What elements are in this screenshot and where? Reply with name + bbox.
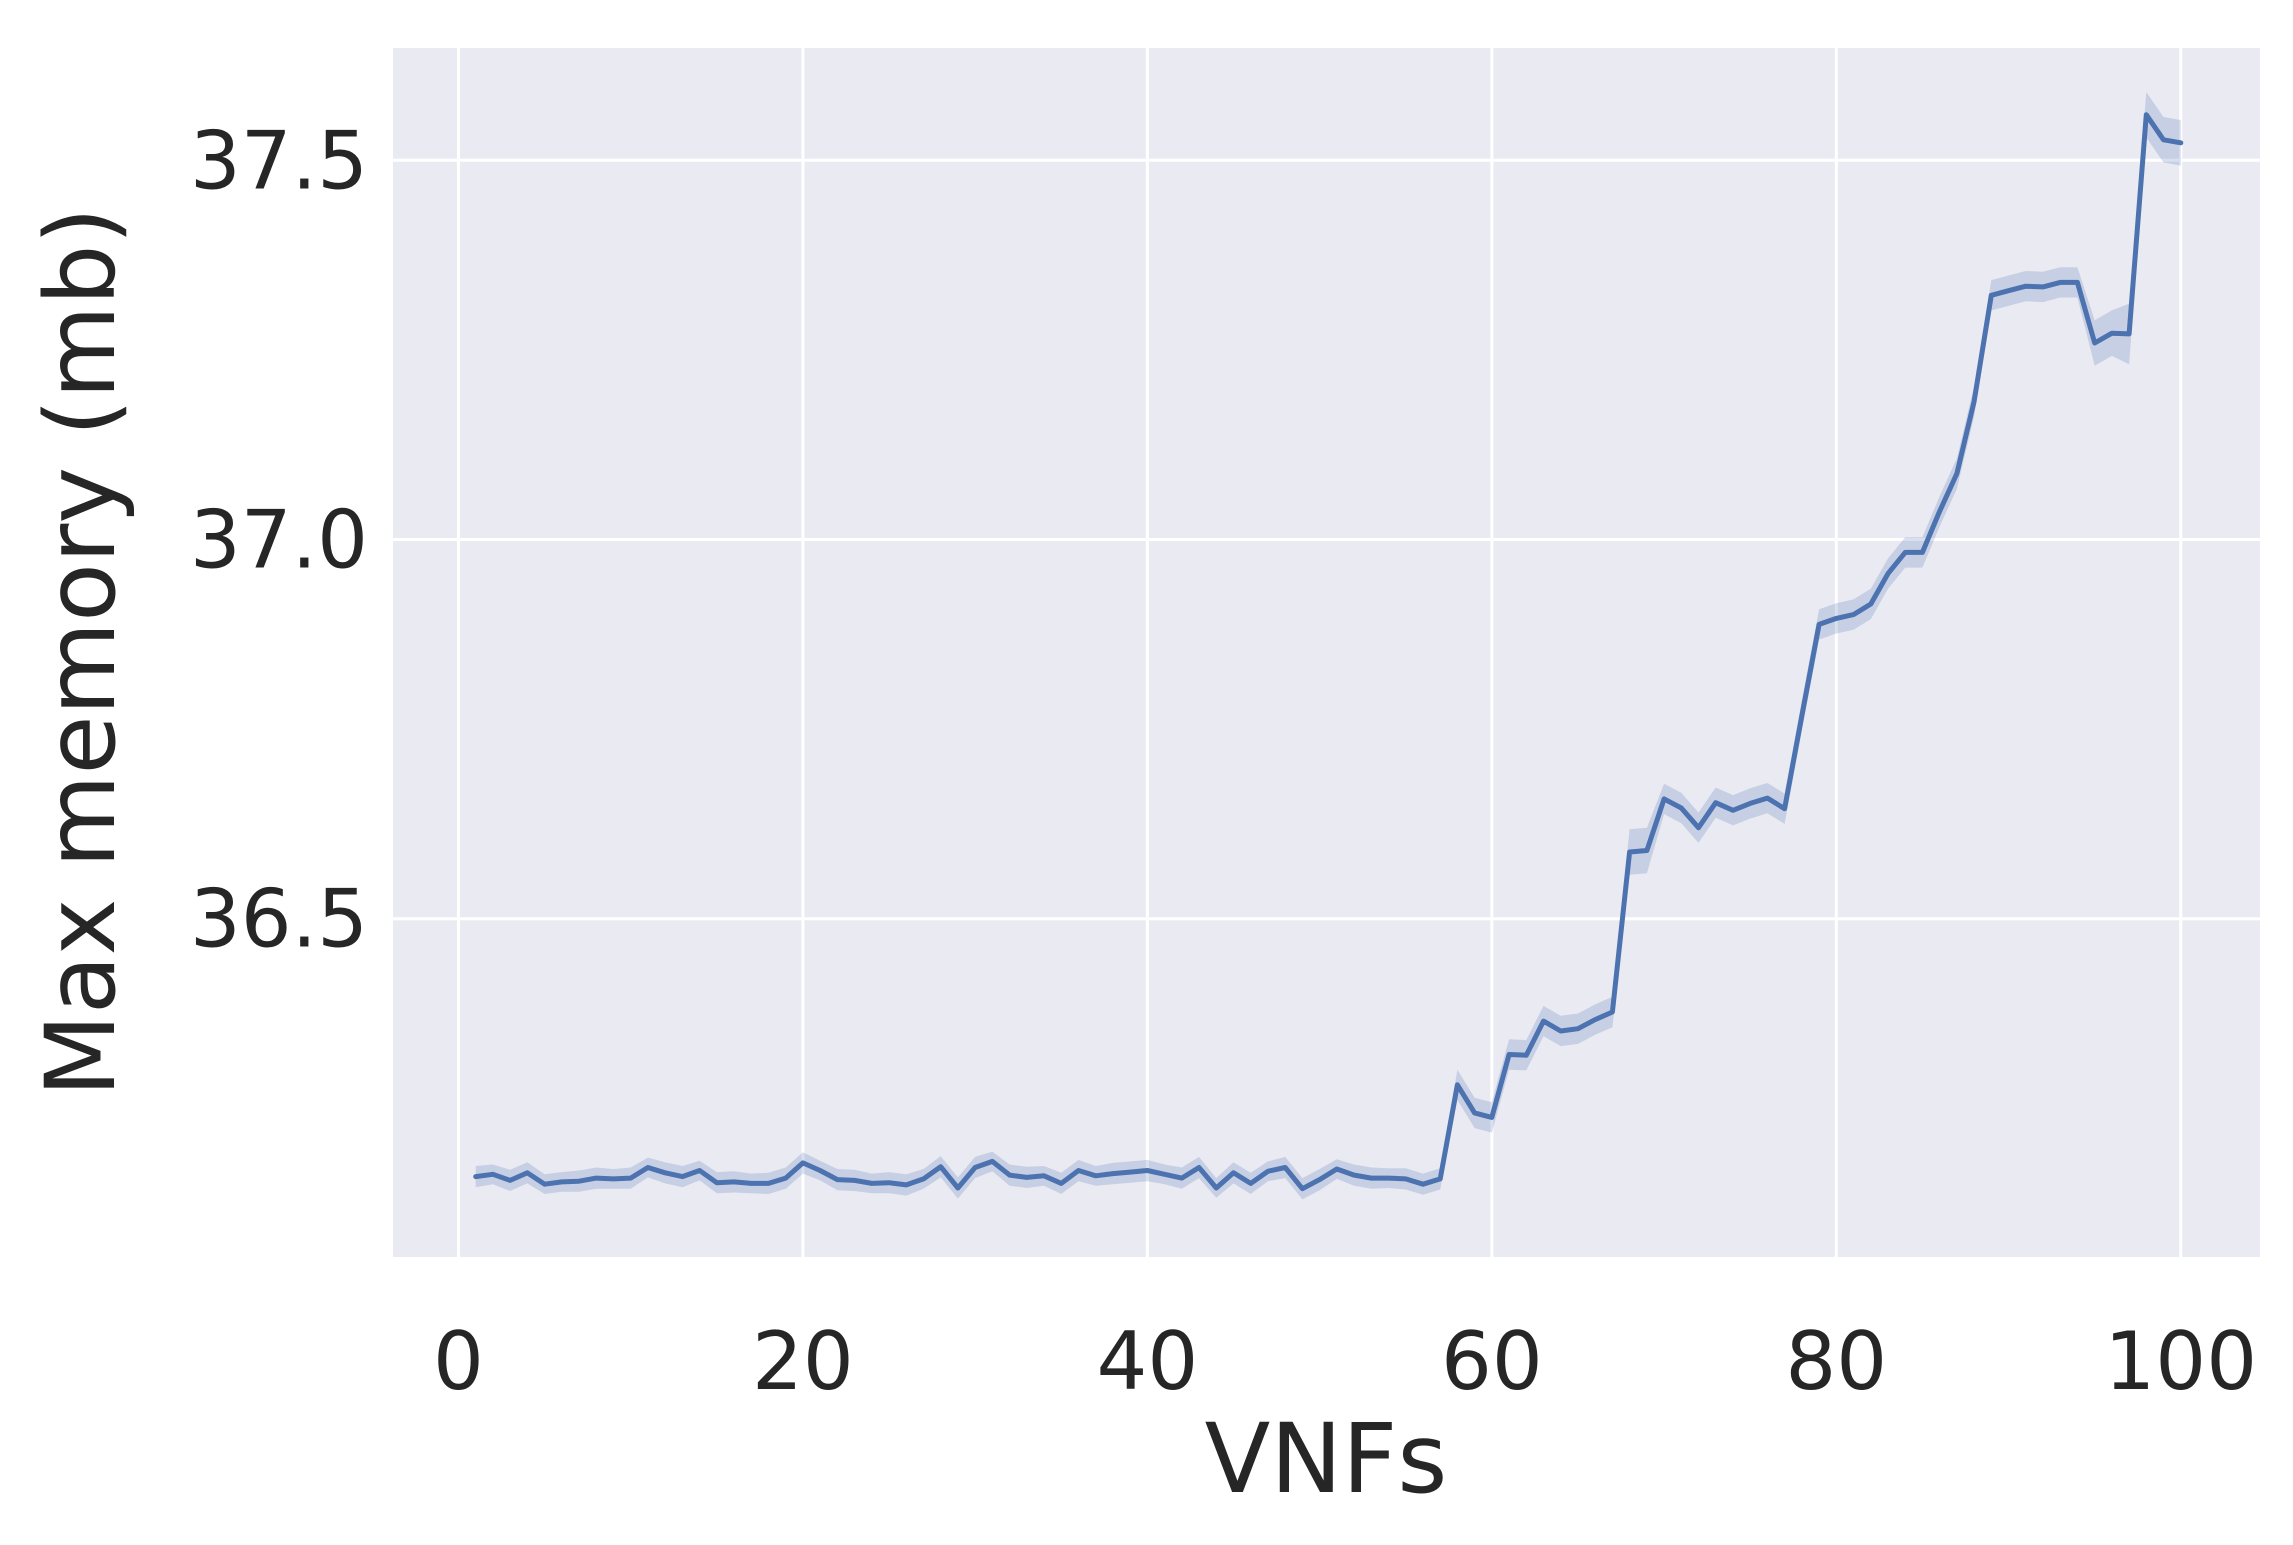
- x-tick-label: 0: [433, 1315, 484, 1408]
- y-axis-label: Max memory (mb): [25, 207, 137, 1097]
- y-tick-label: 37.0: [190, 493, 368, 586]
- y-tick-labels: 36.5 37.0 37.5: [190, 114, 368, 965]
- plot-background: [393, 48, 2260, 1257]
- series-line-layer: [473, 112, 2184, 1192]
- x-tick-label: 100: [2104, 1315, 2257, 1408]
- x-axis-label: VNFs: [1205, 1403, 1448, 1515]
- y-tick-label: 37.5: [190, 114, 368, 207]
- x-tick-label: 60: [1441, 1315, 1543, 1408]
- grid-lines: [393, 48, 2260, 1257]
- x-tick-label: 40: [1096, 1315, 1198, 1408]
- series-line: [473, 112, 2184, 1192]
- x-tick-labels: 0 20 40 60 80 100: [433, 1315, 2257, 1408]
- x-tick-label: 80: [1785, 1315, 1887, 1408]
- x-tick-label: 20: [752, 1315, 854, 1408]
- y-tick-label: 36.5: [190, 873, 368, 966]
